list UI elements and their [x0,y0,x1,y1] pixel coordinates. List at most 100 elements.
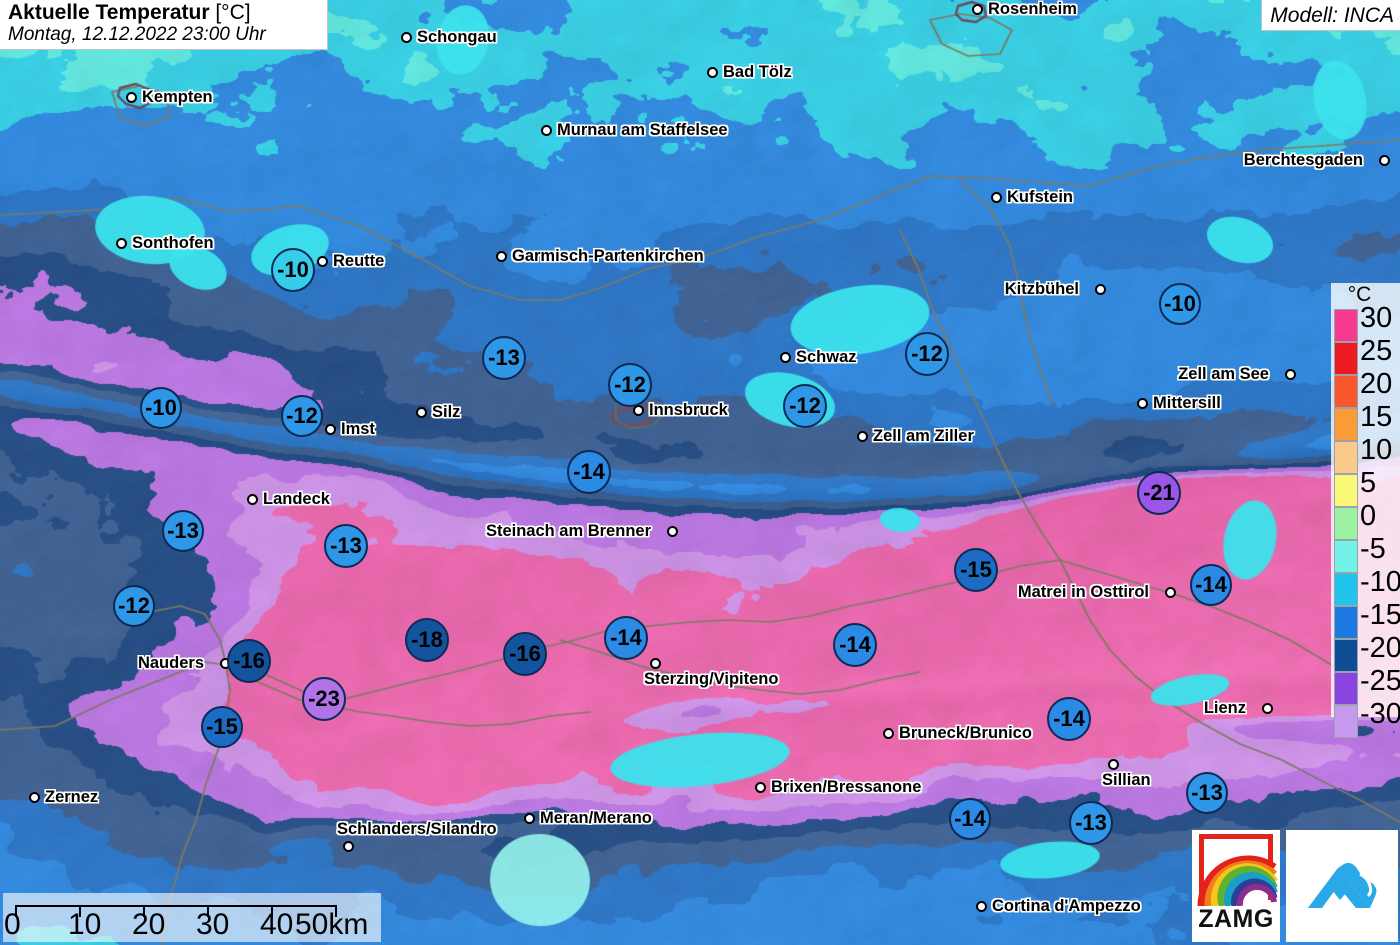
temperature-marker[interactable]: -15 [201,706,243,748]
legend-swatch [1334,342,1358,375]
city-dot-icon [541,125,552,136]
page-title: Aktuelle Temperatur [°C] [8,1,327,24]
temperature-marker[interactable]: -12 [608,363,652,407]
temperature-marker[interactable]: -13 [482,336,526,380]
legend-band: 15 [1334,401,1400,441]
city-dot-icon [247,494,258,505]
city-label: Bad Tölz [723,63,792,81]
temperature-marker[interactable]: -10 [271,248,315,292]
scale-tick-label: 0 [4,908,21,941]
temperature-marker[interactable]: -10 [140,387,182,429]
temperature-marker[interactable]: -16 [227,639,271,683]
legend-unit-label: °C [1347,283,1372,306]
temperature-marker[interactable]: -12 [113,585,155,627]
legend-band-label: -10 [1360,566,1400,598]
temperature-marker[interactable]: -14 [1190,564,1232,606]
city-dot-icon [317,256,328,267]
geosphere-logo[interactable] [1286,830,1398,942]
temperature-marker[interactable]: -12 [783,384,827,428]
city-label: Imst [341,420,375,438]
city-label: Kufstein [1007,188,1073,206]
zamg-logo[interactable]: ZAMG [1192,830,1280,942]
temperature-marker[interactable]: -14 [1047,697,1091,741]
legend-swatch [1334,441,1358,474]
city-label: Schlanders/Silandro [337,820,497,838]
legend-band-label: 25 [1360,335,1393,367]
legend-band: 25 [1334,335,1400,375]
temperature-marker[interactable]: -13 [1186,772,1228,814]
city-dot-icon [707,67,718,78]
temperature-marker[interactable]: -12 [905,332,949,376]
city-label: Silz [432,403,461,421]
scale-tick [271,905,273,917]
temperature-marker[interactable]: -13 [162,510,204,552]
temperature-marker[interactable]: -14 [833,623,877,667]
legend-band: 0 [1334,500,1400,540]
temperature-marker[interactable]: -15 [954,548,998,592]
temperature-marker[interactable]: -10 [1159,283,1201,325]
scale-tick [335,905,337,917]
temperature-marker[interactable]: -14 [949,798,991,840]
legend-band: 20 [1334,368,1400,408]
model-label: Modell: INCA [1270,4,1394,27]
legend-swatch [1334,375,1358,408]
city-label: Garmisch-Partenkirchen [512,247,704,265]
legend-band: -25 [1334,665,1400,705]
city-dot-icon [857,431,868,442]
scale-tick-label: 50km [295,908,369,941]
city-dot-icon [755,782,766,793]
mountain-arrow-icon [1308,862,1378,908]
legend-swatch [1334,573,1358,606]
scale-bar: 0 10 20 30 40 50km [3,893,381,942]
legend-band: -15 [1334,599,1400,639]
city-dot-icon [650,658,661,669]
temperature-marker[interactable]: -12 [281,395,323,437]
temperature-marker[interactable]: -16 [503,632,547,676]
legend-band: -5 [1334,533,1400,573]
model-box: Modell: INCA [1261,0,1400,31]
city-dot-icon [667,526,678,537]
city-label: Zernez [45,788,99,806]
temperature-marker[interactable]: -18 [405,618,449,662]
rainbow-icon [1197,855,1278,906]
city-dot-icon [401,32,412,43]
city-label: Schwaz [796,348,857,366]
temperature-marker[interactable]: -23 [302,677,346,721]
temperature-marker[interactable]: -13 [1069,801,1113,845]
legend-band: -10 [1334,566,1400,606]
legend-swatch [1334,408,1358,441]
legend-band-label: -25 [1360,665,1400,697]
legend-band: -30 [1334,698,1400,738]
legend-band: 30 [1334,302,1400,342]
city-label: Sterzing/Vipiteno [644,670,779,688]
city-label: Sillian [1102,771,1151,789]
city-label: Landeck [263,490,330,508]
title-unit-text: [°C] [215,1,251,24]
city-label: Bruneck/Brunico [899,724,1032,742]
legend-swatch [1334,474,1358,507]
legend-band-list: 30 25 20 15 10 5 0 -5 -10 -15 -20 -25 -30 [1334,302,1400,738]
city-dot-icon [1285,369,1296,380]
city-dot-icon [343,841,354,852]
city-label: Mittersill [1153,394,1221,412]
temperature-marker[interactable]: -13 [324,524,368,568]
temperature-marker[interactable]: -14 [567,450,611,494]
title-box: Aktuelle Temperatur [°C] Montag, 12.12.2… [0,0,328,50]
temperature-legend: °C 30 25 20 15 10 5 0 -5 -10 -15 -20 -25 -30 [1331,283,1400,738]
zamg-wordmark: ZAMG [1198,905,1274,933]
city-label: Reutte [333,252,385,270]
scale-tick [143,905,145,917]
city-dot-icon [416,407,427,418]
city-dot-icon [883,728,894,739]
legend-swatch [1334,507,1358,540]
legend-swatch [1334,540,1358,573]
legend-band-label: 0 [1360,500,1377,532]
legend-swatch [1334,639,1358,672]
legend-band-label: -5 [1360,533,1386,565]
legend-band-label: -15 [1360,599,1400,631]
temperature-marker[interactable]: -21 [1137,471,1181,515]
city-dot-icon [1379,155,1390,166]
legend-band-label: 30 [1360,302,1393,334]
city-label: Zell am Ziller [873,427,974,445]
temperature-marker[interactable]: -14 [604,616,648,660]
